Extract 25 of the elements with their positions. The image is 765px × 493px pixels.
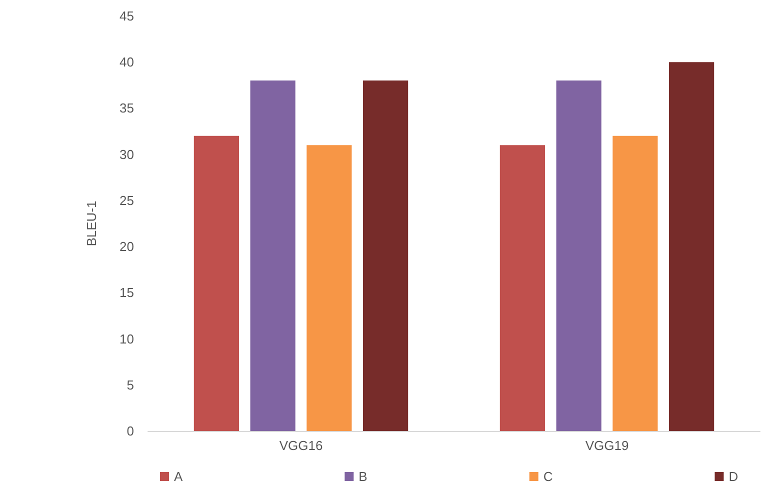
bar <box>363 80 408 431</box>
y-tick-label: 40 <box>120 54 134 70</box>
y-tick-label: 35 <box>120 100 134 116</box>
y-tick-label: 10 <box>120 331 134 346</box>
y-tick-label: 0 <box>126 424 134 438</box>
legend-label: B <box>358 469 368 484</box>
y-tick-label: 25 <box>120 192 134 208</box>
bar <box>194 136 239 431</box>
legend-label: D <box>728 469 738 484</box>
bar <box>612 136 658 431</box>
y-tick-label: 45 <box>120 8 134 24</box>
y-axis-title: BLEU-1 <box>84 200 99 246</box>
y-tick-label: 15 <box>120 285 134 300</box>
bar <box>500 145 545 431</box>
legend-label: C <box>543 469 553 484</box>
y-tick-label: 5 <box>126 377 134 392</box>
x-tick-label: VGG19 <box>585 438 629 453</box>
bar <box>669 62 714 431</box>
y-tick-label: 30 <box>120 146 134 162</box>
legend-label: A <box>174 469 183 484</box>
x-tick-label: VGG16 <box>279 438 323 453</box>
y-tick-label: 20 <box>120 239 134 254</box>
bar <box>250 80 296 431</box>
bar <box>306 145 352 431</box>
bar <box>556 80 602 431</box>
